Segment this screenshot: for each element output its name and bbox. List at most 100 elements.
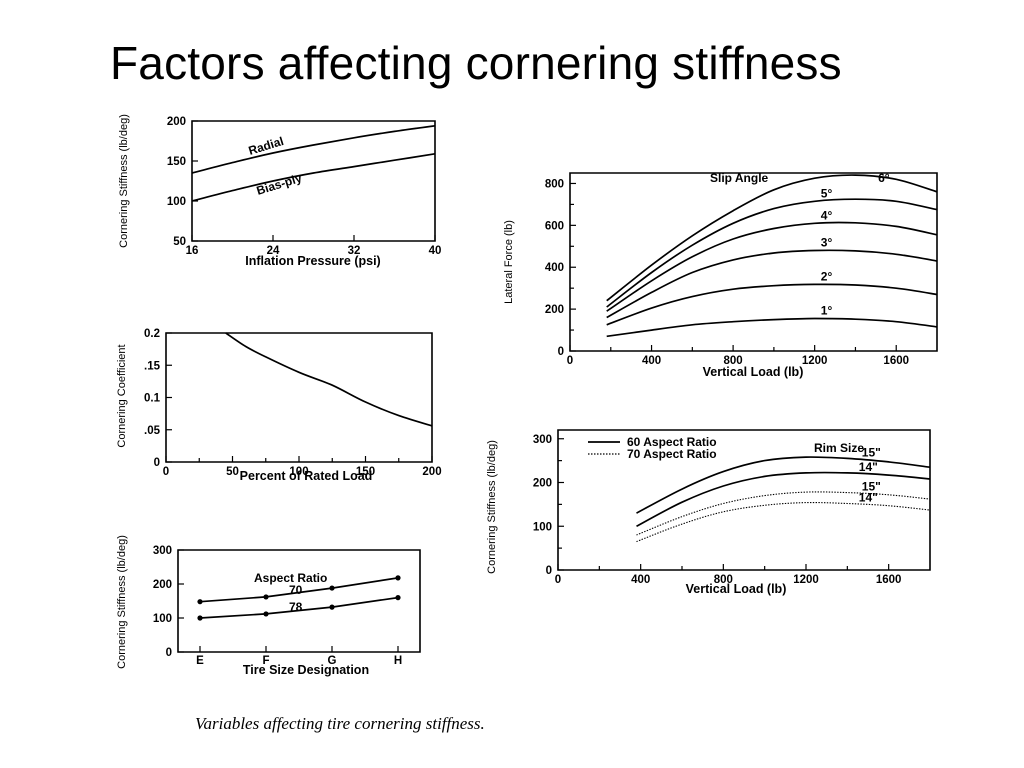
y-tick-label: 0	[154, 457, 160, 469]
x-tick-label: 1200	[802, 355, 828, 367]
data-point	[329, 604, 335, 610]
x-tick-label: 200	[422, 466, 441, 478]
series-line	[636, 456, 931, 514]
y-tick-label: 400	[545, 262, 564, 274]
x-tick-label: 32	[348, 245, 361, 257]
series-label-70: 70	[289, 583, 303, 597]
series-label: 15"	[862, 480, 881, 494]
y-axis-label: Cornering Stiffness (lb/deg)	[118, 114, 130, 248]
y-tick-label: 150	[167, 156, 186, 168]
legend-entry-60: 60 Aspect Ratio	[627, 435, 717, 449]
plot-frame	[569, 172, 938, 352]
plot-area: 0 .05 0.1 .15 0.2 0 50 100 150 200 Cornering Coef…	[116, 328, 442, 483]
series-line	[606, 221, 938, 312]
x-tick-label: 150	[356, 466, 375, 478]
legend-entry-70: 70 Aspect Ratio	[627, 447, 717, 461]
series-label: 4°	[821, 208, 833, 222]
y-axis-label: Cornering Stiffness (lb/deg)	[486, 440, 498, 574]
data-point	[197, 615, 203, 621]
series-label-bias-ply: Bias-ply	[255, 171, 304, 198]
data-point	[197, 599, 203, 605]
y-tick-label: .05	[144, 425, 161, 437]
x-tick-label: 0	[555, 574, 561, 586]
x-tick-label: 1200	[793, 574, 819, 586]
x-tick-label: 0	[567, 355, 573, 367]
plot-frame	[165, 332, 433, 463]
series-line	[606, 249, 938, 319]
x-tick-label: 100	[289, 466, 308, 478]
series-label: 1°	[821, 304, 833, 318]
y-tick-label: .15	[144, 360, 161, 372]
series-label: 5°	[821, 186, 833, 200]
data-point	[329, 585, 335, 591]
series-line	[606, 198, 938, 308]
series-line	[225, 332, 433, 427]
y-tick-label: 200	[167, 116, 186, 128]
legend-title: Rim Size	[814, 441, 864, 455]
y-tick-label: 600	[545, 220, 564, 232]
x-axis-label: Vertical Load (lb)	[686, 582, 787, 596]
y-tick-label: 0.1	[144, 393, 161, 405]
y-axis-label: Cornering Stiffness (lb/deg)	[116, 535, 128, 669]
y-tick-label: 200	[153, 579, 172, 591]
y-tick-label: 0	[558, 346, 564, 358]
series-line	[199, 577, 399, 603]
plot-area: 0 100 200 300 E F G H Cornering Stiffness (lb/d…	[116, 535, 421, 677]
series-label: 14"	[859, 460, 878, 474]
x-tick-label: 0	[163, 466, 169, 478]
slide-title: Factors affecting cornering stiffness	[110, 37, 842, 89]
y-tick-label: 100	[153, 613, 172, 625]
plot-frame	[191, 120, 436, 242]
x-axis-label: Inflation Pressure (psi)	[245, 254, 380, 268]
series-line	[606, 317, 938, 338]
y-tick-label: 50	[173, 236, 186, 248]
series-line	[199, 596, 399, 619]
figure-caption: Variables affecting tire cornering stiff…	[195, 714, 485, 733]
series-line	[191, 124, 436, 174]
series-label: 3°	[821, 235, 833, 249]
data-point	[395, 595, 401, 601]
x-tick-label: E	[196, 655, 204, 667]
y-tick-label: 0	[546, 565, 552, 577]
series-line	[606, 283, 938, 326]
chart-rated-load: 0 .05 0.1 .15 0.2 0 50 100 150 200 Cornering Coef…	[116, 328, 442, 483]
data-point	[263, 594, 269, 600]
x-tick-label: 400	[631, 574, 650, 586]
x-tick-label: 400	[642, 355, 661, 367]
x-tick-label: H	[394, 655, 402, 667]
y-tick-label: 0	[166, 647, 172, 659]
y-tick-label: 300	[533, 434, 552, 446]
y-axis-label: Lateral Force (lb)	[503, 220, 515, 304]
series-line	[636, 491, 931, 536]
series-line	[636, 501, 931, 543]
x-tick-label: 50	[226, 466, 239, 478]
x-tick-label: 1600	[876, 574, 902, 586]
chart-tire-size: 0 100 200 300 E F G H Cornering Stiffness (lb/d…	[116, 535, 421, 677]
data-point	[263, 611, 269, 617]
x-tick-label: 40	[429, 245, 442, 257]
y-tick-label: 100	[167, 196, 186, 208]
series-label: 6°	[878, 171, 890, 185]
y-tick-label: 0.2	[144, 328, 160, 340]
x-tick-label: 24	[267, 245, 280, 257]
y-axis-label: Cornering Coefficient	[116, 344, 128, 447]
plot-area: 0 200 400 600 800 0 400 800 1200 1600 6° 5° 4° 3° 2° 1°…	[503, 171, 938, 379]
chart-inflation-pressure: 50 100 150 200 16 24 32 40 Cornering Stiffness …	[118, 114, 441, 268]
x-tick-label: 800	[714, 574, 733, 586]
legend-title: Aspect Ratio	[254, 571, 327, 585]
series-label: 2°	[821, 269, 833, 283]
plot-area: 50 100 150 200 16 24 32 40 Cornering Stiffness …	[118, 114, 441, 268]
x-axis-label: Percent of Rated Load	[240, 469, 373, 483]
series-line	[191, 152, 436, 202]
x-axis-label: Vertical Load (lb)	[703, 365, 804, 379]
x-tick-label: 1600	[883, 355, 909, 367]
plot-frame	[557, 429, 931, 571]
x-tick-label: 800	[724, 355, 743, 367]
series-line	[606, 174, 938, 302]
data-point	[395, 575, 401, 581]
series-line	[636, 471, 931, 528]
x-axis-label: Tire Size Designation	[243, 663, 369, 677]
x-tick-label: 16	[186, 245, 199, 257]
